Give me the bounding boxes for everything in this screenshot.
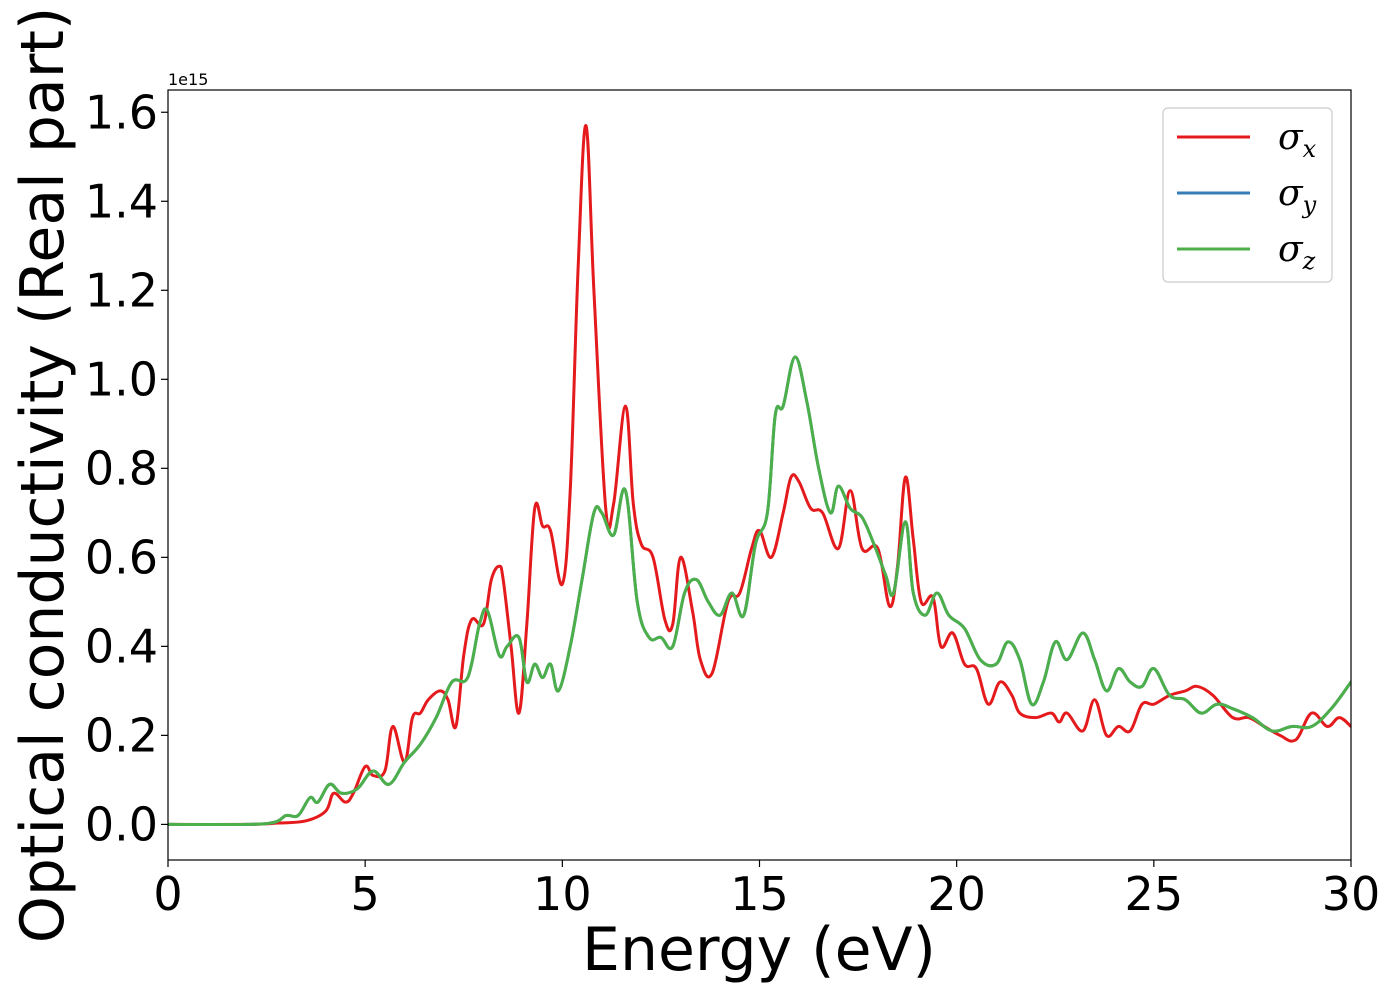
- y-tick-label: 1.0: [85, 352, 158, 406]
- series-layer: [168, 124, 1351, 827]
- legend-label-x: σx: [1278, 117, 1317, 163]
- x-tick-label: 15: [730, 867, 789, 921]
- series-line-x: [168, 124, 1351, 826]
- y-axis-ticks: 0.0 0.2 0.4 0.6 0.8 1.0 1.2 1.4 1.6: [85, 85, 168, 851]
- y-tick-label: 1.2: [85, 263, 158, 317]
- y-offset-text: 1e15: [168, 70, 208, 89]
- y-tick-label: 0.4: [85, 619, 158, 673]
- x-axis-label: Energy (eV): [582, 915, 936, 985]
- y-tick-label: 0.0: [85, 797, 158, 851]
- y-tick-label: 1.4: [85, 174, 158, 228]
- y-axis-label: Optical conductivity (Real part): [8, 7, 78, 944]
- x-axis-ticks: 0 5 10 15 20 25 30: [153, 860, 1380, 921]
- x-tick-label: 20: [927, 867, 986, 921]
- x-tick-label: 0: [153, 867, 182, 921]
- y-tick-label: 0.6: [85, 530, 158, 584]
- legend-label-z: σz: [1278, 229, 1316, 275]
- x-tick-label: 25: [1125, 867, 1184, 921]
- y-tick-label: 0.2: [85, 708, 158, 762]
- series-line-z: [168, 355, 1351, 827]
- legend: σx σy σz: [1162, 107, 1333, 283]
- y-tick-label: 0.8: [85, 441, 158, 495]
- legend-label-y: σy: [1278, 173, 1317, 219]
- legend-items: σx σy σz: [1177, 117, 1317, 275]
- y-tick-label: 1.6: [85, 85, 158, 139]
- x-tick-label: 30: [1322, 867, 1381, 921]
- x-tick-label: 5: [351, 867, 380, 921]
- legend-frame: [1162, 107, 1333, 283]
- x-tick-label: 10: [533, 867, 592, 921]
